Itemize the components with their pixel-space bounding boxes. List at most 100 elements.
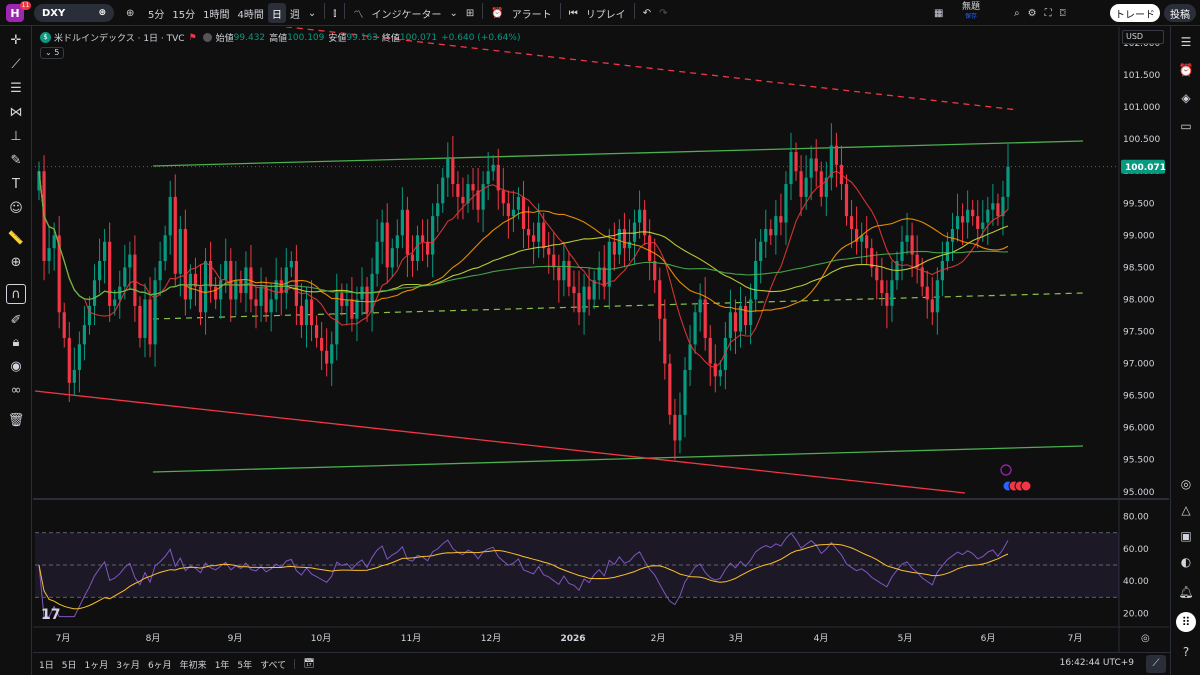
target-icon[interactable]: ◎ xyxy=(1180,477,1192,491)
quick-search-icon[interactable]: ⌕ xyxy=(1014,7,1020,19)
templates-icon[interactable]: ⊞ xyxy=(465,7,475,19)
range-5d[interactable]: 5日 xyxy=(61,660,77,671)
crosshair-icon[interactable]: ✛ xyxy=(10,32,22,48)
news-icon[interactable]: ◐ xyxy=(1180,555,1192,569)
indicator-collapse-button[interactable]: ⌄ 5 xyxy=(40,47,65,59)
timeframe-15m[interactable]: 15分 xyxy=(172,9,196,21)
chat-icon[interactable]: ▭ xyxy=(1180,119,1192,133)
trade-button[interactable]: トレード xyxy=(1110,4,1160,22)
post-button[interactable]: 投稿 xyxy=(1164,4,1196,22)
lock-icon[interactable]: 🔒︎ xyxy=(12,334,20,350)
watchlist-icon[interactable]: ☰ xyxy=(1180,35,1192,49)
range-1m[interactable]: 1ヶ月 xyxy=(84,660,109,671)
indicators-icon[interactable]: 〽 xyxy=(353,9,364,21)
position-icon[interactable]: ⊥ xyxy=(10,128,22,144)
time-tick-label: 3月 xyxy=(729,633,744,644)
help-icon[interactable]: ? xyxy=(1182,645,1190,659)
timeframe-5m[interactable]: 5分 xyxy=(148,9,165,21)
candle-body xyxy=(496,164,500,191)
candle-body xyxy=(531,235,536,242)
candle-body xyxy=(269,299,273,313)
goto-date-icon[interactable]: 📅︎ xyxy=(294,659,315,669)
candle-body xyxy=(971,209,975,217)
fib-icon[interactable]: ☰ xyxy=(10,80,22,96)
range-ytd[interactable]: 年初来 xyxy=(179,660,207,671)
timeframe-4h[interactable]: 4時間 xyxy=(237,9,264,21)
range-1d[interactable]: 1日 xyxy=(39,660,54,671)
add-symbol-icon[interactable]: ⊕ xyxy=(126,7,135,19)
candle-body xyxy=(728,312,733,338)
candle-body xyxy=(335,293,339,345)
price-tick-label: 101.000 xyxy=(1123,103,1160,113)
pattern-icon[interactable]: ⋈ xyxy=(9,104,23,120)
layers-icon[interactable]: ◈ xyxy=(1181,91,1191,105)
currency-selector[interactable]: USD xyxy=(1122,30,1164,44)
candle-body xyxy=(476,190,480,210)
alerts-panel-icon[interactable]: ⏰ xyxy=(1178,63,1194,77)
candle-body xyxy=(870,248,874,268)
candle-body xyxy=(582,286,586,313)
candle-body xyxy=(113,299,117,306)
candle-body xyxy=(380,222,384,242)
trash-icon[interactable]: 🗑︎ xyxy=(7,412,25,428)
candle-body xyxy=(935,280,939,313)
redo-icon[interactable]: ↷ xyxy=(659,7,668,19)
alert-icon[interactable]: ⏰ xyxy=(491,7,504,19)
range-5y[interactable]: 5年 xyxy=(237,660,253,671)
candle-body xyxy=(486,171,490,185)
camera-icon[interactable]: ⌼ xyxy=(1059,7,1066,19)
rsi-tick-label: 20.00 xyxy=(1123,609,1149,619)
candle-body xyxy=(537,222,541,242)
ruler-icon[interactable]: 📏 xyxy=(7,230,25,246)
emoji-icon[interactable]: ☺ xyxy=(9,200,23,216)
brush-icon[interactable]: ✎ xyxy=(10,152,22,168)
candle-body xyxy=(52,235,56,249)
range-1y[interactable]: 1年 xyxy=(214,660,230,671)
replay-icon[interactable]: ⏮ xyxy=(568,7,578,19)
ideas-icon[interactable]: △ xyxy=(1181,503,1191,517)
range-3m[interactable]: 3ヶ月 xyxy=(116,660,140,671)
text-icon[interactable]: T xyxy=(12,176,20,192)
calendar-icon[interactable]: ▣ xyxy=(1180,529,1192,543)
candle-body xyxy=(133,254,137,306)
alert-button[interactable]: アラート xyxy=(511,9,552,21)
indicators-dropdown-icon[interactable]: ⌄ xyxy=(449,7,458,19)
timeframe-1w[interactable]: 週 xyxy=(289,9,300,21)
eye-icon[interactable]: ◉ xyxy=(10,358,22,374)
timeframe-dropdown-icon[interactable]: ⌄ xyxy=(307,7,317,19)
range-6m[interactable]: 6ヶ月 xyxy=(147,660,172,671)
fullscreen-icon[interactable]: ⛶ xyxy=(1044,7,1052,19)
candle-body xyxy=(511,209,516,217)
link-icon[interactable]: ∞ xyxy=(10,382,22,398)
candle-body xyxy=(950,228,955,242)
user-avatar[interactable]: H xyxy=(6,4,24,22)
apps-icon[interactable]: ⠿ xyxy=(1176,612,1196,632)
compare-icon[interactable]: ⊛ xyxy=(98,8,106,18)
price-tick-label: 100.500 xyxy=(1123,135,1160,145)
timeframe-1h[interactable]: 1時間 xyxy=(203,9,230,21)
candle-body xyxy=(431,216,435,255)
candle-body xyxy=(103,241,107,261)
range-all[interactable]: すべて xyxy=(260,660,287,671)
layout-name[interactable]: 無題 保存 xyxy=(956,2,986,24)
replay-button[interactable]: リプレイ xyxy=(585,9,626,21)
candle-body xyxy=(320,337,324,351)
time-tick-label: 11月 xyxy=(401,633,421,644)
zoom-icon[interactable]: ⊕ xyxy=(10,254,22,270)
timeframe-1d[interactable]: 日 xyxy=(267,3,286,23)
candle-body xyxy=(577,293,581,313)
lock-drawing-icon[interactable]: ✐ xyxy=(10,312,22,328)
magnet-icon[interactable]: ∩ xyxy=(6,284,26,304)
candle-body xyxy=(178,228,182,274)
indicators-button[interactable]: インジケーター xyxy=(371,9,442,21)
layout-grid-icon[interactable]: ▦ xyxy=(934,7,944,19)
symbol-search[interactable]: DXY ⊛ xyxy=(34,4,114,22)
trendline-icon[interactable]: ⟋ xyxy=(11,56,21,72)
chart-settings-icon[interactable]: ⟋ xyxy=(1146,655,1166,673)
settings-icon[interactable]: ⚙ xyxy=(1027,7,1037,19)
candle-body xyxy=(471,184,475,191)
undo-icon[interactable]: ↶ xyxy=(642,7,652,19)
notification-icon[interactable]: 🔔︎ xyxy=(1178,585,1194,599)
price-chart[interactable]: 102.000101.500101.000100.500100.00099.50… xyxy=(33,27,1169,652)
candle-type-icon[interactable]: ⫾ xyxy=(333,7,337,19)
